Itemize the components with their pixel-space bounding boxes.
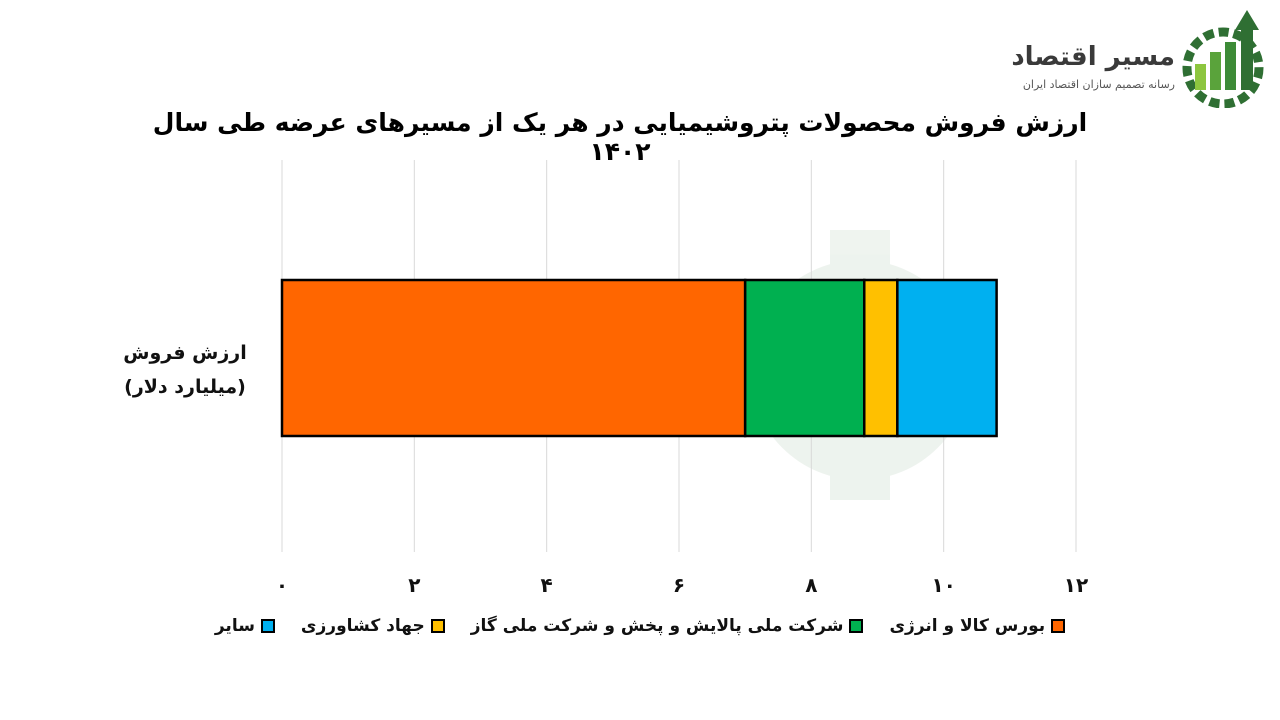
category-label-line-2: (میلیارد دلار) <box>124 376 246 398</box>
x-axis-ticks: ۰ ۲ ۴ ۶ ۸ ۱۰ ۱۲ <box>276 573 1088 597</box>
category-label-line-1: ارزش فروش <box>123 342 247 364</box>
chart-title: ارزش فروش محصولات پتروشیمیایی در هر یک ا… <box>152 108 1088 166</box>
legend-swatch <box>1051 619 1066 633</box>
x-tick-label: ۱۲ <box>1064 573 1088 597</box>
bar-segment <box>743 278 866 438</box>
legend-label: سایر <box>214 616 255 636</box>
x-tick-label: ۲ <box>408 573 420 597</box>
legend-item-commodity-exchange: بورس کالا و انرژی <box>889 616 1066 636</box>
legend-label: جهاد کشاورزی <box>300 616 425 636</box>
x-tick-label: ۸ <box>805 573 817 597</box>
brand-logo: مسیر اقتصاد رسانه تصمیم سازان اقتصاد ایر… <box>1010 8 1265 108</box>
legend-swatch <box>260 619 275 633</box>
x-tick-label: ۱۰ <box>931 573 955 597</box>
legend: بورس کالا و انرژی شرکت ملی پالایش و پخش … <box>150 616 1130 636</box>
brand-name: مسیر اقتصاد <box>1011 42 1175 72</box>
x-tick-label: ۶ <box>673 573 685 597</box>
legend-item-agriculture-jihad: جهاد کشاورزی <box>301 616 445 636</box>
legend-swatch <box>849 619 864 633</box>
legend-label: شرکت ملی پالایش و پخش و شرکت ملی گاز <box>470 616 844 636</box>
legend-swatch <box>430 619 445 633</box>
bar-series <box>280 278 998 438</box>
x-tick-label: ۰ <box>276 573 288 597</box>
brand-tagline: رسانه تصمیم سازان اقتصاد ایران <box>1022 78 1175 91</box>
legend-item-other: سایر <box>215 616 275 636</box>
category-label: ارزش فروش (میلیارد دلار) <box>100 336 270 404</box>
bar-segment <box>896 278 998 438</box>
legend-item-national-refining-gas: شرکت ملی پالایش و پخش و شرکت ملی گاز <box>471 616 864 636</box>
x-tick-label: ۴ <box>541 573 553 597</box>
bar-segment <box>863 278 899 438</box>
legend-label: بورس کالا و انرژی <box>889 616 1046 636</box>
bar-chart-arrow-icon <box>1182 10 1264 108</box>
bar-segment <box>280 278 747 438</box>
